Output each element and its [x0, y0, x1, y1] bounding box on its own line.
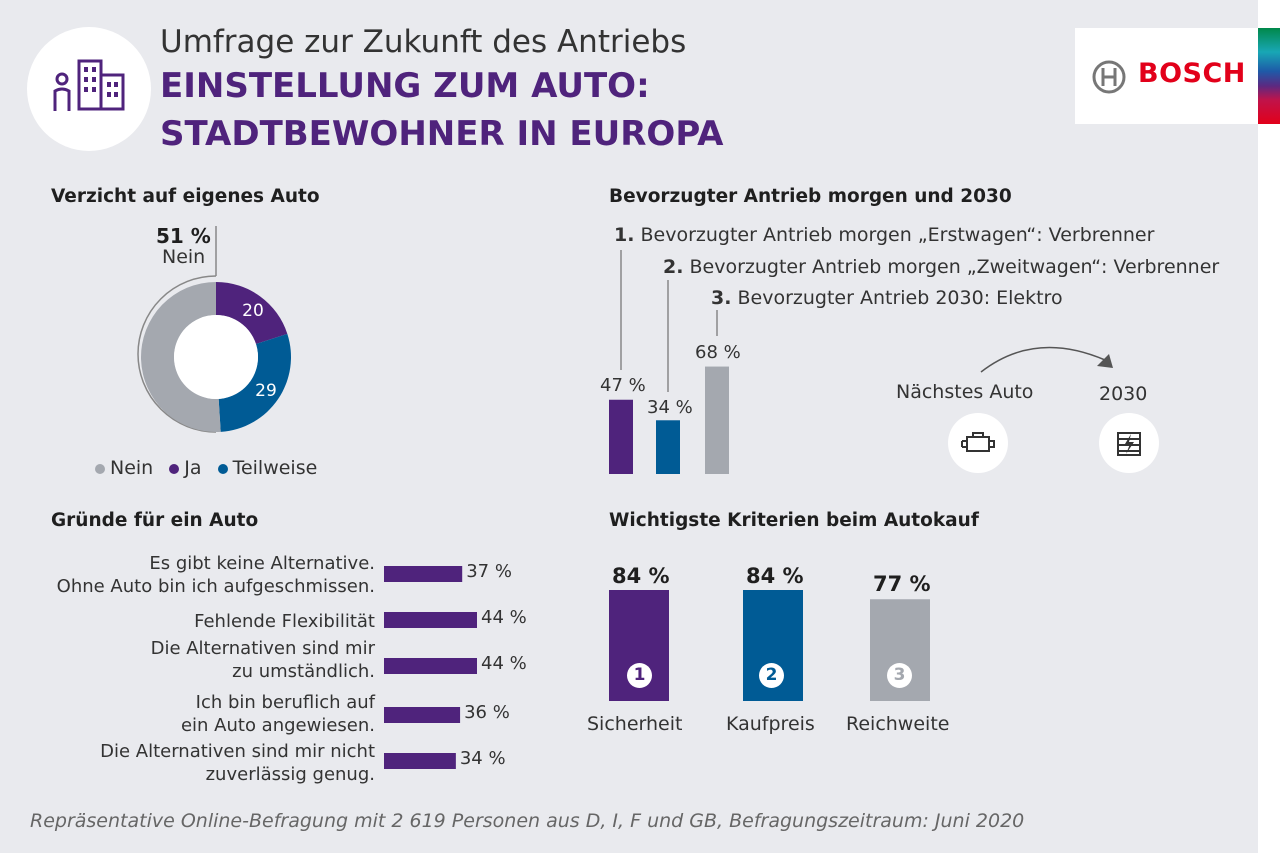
logo-text: BOSCH: [1138, 58, 1246, 89]
kriterien-label-3: Reichweite: [846, 713, 950, 735]
gruende-pct-1: 37 %: [466, 561, 512, 582]
antrieb-item-3: 3. Bevorzugter Antrieb 2030: Elektro: [711, 287, 1063, 309]
gruende-pct-3: 44 %: [481, 653, 527, 674]
gruende-bar-2: [384, 612, 477, 628]
gruende-label-line2: zuverlässig genug.: [205, 764, 375, 785]
header-icon-circle: [27, 27, 151, 151]
gruende-bar-4: [384, 707, 461, 723]
gruende-label-line1: Die Alternativen sind mir nicht: [100, 741, 375, 762]
antrieb-section-title: Bevorzugter Antrieb morgen und 2030: [609, 186, 1012, 207]
header-title-line2: STADTBEWOHNER IN EUROPA: [160, 114, 724, 154]
legend-item-ja: Ja: [169, 457, 202, 479]
gruende-label-2: Fehlende Flexibilität: [194, 610, 375, 633]
gruende-bar-1: [384, 566, 463, 582]
gruende-bar-3: [384, 658, 477, 674]
donut-slice-teilweise: [218, 333, 291, 432]
gruende-label-line1: Es gibt keine Alternative.: [149, 553, 375, 574]
logo-box: [1075, 28, 1258, 124]
header-title-line1: EINSTELLUNG ZUM AUTO:: [160, 66, 650, 106]
donut-section-title: Verzicht auf eigenes Auto: [51, 186, 320, 207]
gruende-section-title: Gründe für ein Auto: [51, 510, 259, 531]
donut-callout-label: Nein: [162, 246, 206, 268]
header-subtitle: Umfrage zur Zukunft des Antriebs: [160, 24, 687, 60]
gruende-label-3: Die Alternativen sind mir zu umständlich.: [151, 637, 375, 683]
gruende-pct-4: 36 %: [464, 702, 510, 723]
flow-from-label: Nächstes Auto: [896, 381, 1034, 403]
kriterien-pct-3: 77 %: [873, 572, 931, 596]
donut-slice-ja: [216, 282, 288, 345]
antrieb-item-2: 2. Bevorzugter Antrieb morgen „Zweitwage…: [663, 256, 1220, 278]
gruende-label-line1: Ich bin beruflich auf: [195, 692, 375, 713]
slice-label-teilweise: 29: [255, 381, 277, 401]
donut-legend: Nein Ja Teilweise: [95, 457, 317, 479]
callout-arc: [137, 275, 217, 433]
kriterien-pct-2: 84 %: [746, 564, 804, 588]
gruende-label-line2: Ohne Auto bin ich aufgeschmissen.: [56, 576, 375, 597]
legend-item-teilweise: Teilweise: [217, 457, 317, 479]
brand-color-band: [1258, 28, 1280, 124]
donut-slice-nein: [140, 282, 221, 432]
antrieb-pct-3: 68 %: [695, 342, 741, 363]
slice-label-ja: 20: [242, 301, 264, 321]
gruende-label-line2: ein Auto angewiesen.: [180, 715, 375, 736]
gruende-label-5: Die Alternativen sind mir nicht zuverläss…: [100, 740, 375, 786]
kriterien-label-1: Sicherheit: [587, 713, 683, 735]
donut-callout-value: 51 %: [156, 224, 211, 248]
flow-arrow: [980, 346, 1113, 373]
gruende-label-line1: Fehlende Flexibilität: [194, 611, 375, 632]
footnote: Repräsentative Online-Befragung mit 2 61…: [30, 810, 1025, 832]
antrieb-pct-1: 47 %: [600, 375, 646, 396]
kriterien-bar-chart: [609, 590, 930, 701]
antrieb-pct-2: 34 %: [647, 397, 693, 418]
gruende-pct-2: 44 %: [481, 607, 527, 628]
gruende-bar-chart: [384, 566, 477, 769]
gruende-bar-5: [384, 753, 456, 769]
legend-item-nein: Nein: [95, 457, 153, 479]
right-margin-strip: [1258, 0, 1280, 853]
gruende-label-line2: zu umständlich.: [232, 661, 375, 682]
kriterien-rank-1: 1: [627, 663, 652, 688]
kriterien-pct-1: 84 %: [612, 564, 670, 588]
kriterien-section-title: Wichtigste Kriterien beim Autokauf: [609, 510, 979, 531]
gruende-label-4: Ich bin beruflich auf ein Auto angewiesen…: [181, 691, 375, 737]
donut-chart: 20 29: [137, 226, 291, 433]
kriterien-label-2: Kaufpreis: [726, 713, 815, 735]
engine-icon: [948, 413, 1008, 473]
bosch-armature-icon: [1092, 60, 1126, 94]
antrieb-bar-chart: [609, 250, 729, 474]
gruende-label-1: Es gibt keine Alternative. Ohne Auto bin …: [57, 552, 375, 598]
antrieb-bar-1: [609, 399, 633, 474]
antrieb-bar-3: [705, 366, 729, 474]
kriterien-rank-3: 3: [887, 663, 912, 688]
kriterien-rank-2: 2: [759, 663, 784, 688]
antrieb-item-1: 1. Bevorzugter Antrieb morgen „Erstwagen…: [614, 224, 1155, 246]
city-people-icon: [53, 59, 125, 111]
donut-hole: [174, 315, 258, 399]
gruende-label-line1: Die Alternativen sind mir: [150, 638, 375, 659]
flow-to-label: 2030: [1099, 383, 1148, 405]
gruende-pct-5: 34 %: [459, 748, 506, 769]
battery-icon: [1099, 413, 1159, 473]
antrieb-bar-2: [656, 420, 680, 474]
